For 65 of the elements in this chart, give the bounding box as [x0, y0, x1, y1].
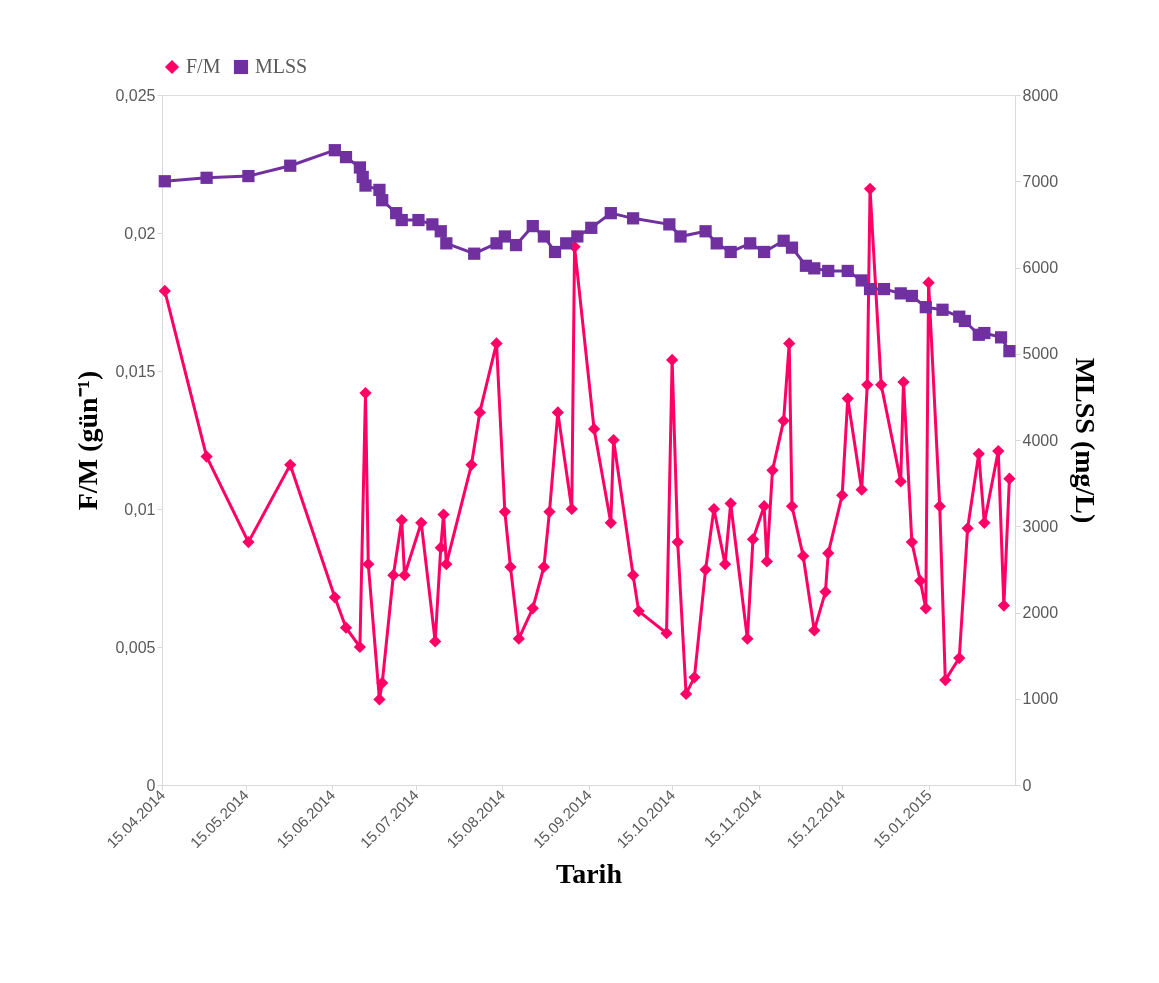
y2-tick-label: 5000 [1022, 345, 1059, 363]
point [434, 225, 447, 238]
y2-tick-label: 7000 [1022, 172, 1059, 190]
point [674, 230, 687, 243]
point [699, 225, 712, 238]
point [604, 207, 617, 220]
point [822, 264, 835, 278]
y-tick-label: 0,02 [124, 224, 156, 242]
point [560, 237, 573, 250]
point [328, 144, 341, 157]
point [537, 230, 551, 243]
y2-axis-title: MLSS (mg/L) [1070, 357, 1102, 524]
point [158, 175, 171, 188]
point [440, 237, 453, 250]
y-tick-label: 0,01 [124, 500, 156, 518]
point [724, 245, 737, 259]
point [1003, 345, 1016, 358]
point [509, 238, 523, 252]
y2-tick-label: 4000 [1022, 431, 1059, 449]
point [785, 241, 799, 254]
point [863, 282, 877, 296]
y2-tick-label: 1000 [1022, 690, 1059, 708]
point [395, 213, 408, 227]
point [376, 194, 389, 207]
y-tick-label: 0,025 [115, 86, 156, 104]
point [808, 262, 821, 275]
point [978, 326, 991, 340]
legend-label: MLSS [255, 55, 308, 77]
y2-tick-label: 0 [1022, 776, 1032, 794]
y2-tick-label: 8000 [1022, 86, 1059, 104]
y2-tick-label: 3000 [1022, 517, 1059, 535]
point [626, 212, 640, 225]
point [498, 230, 511, 243]
point [339, 150, 353, 164]
point [905, 289, 918, 303]
point [359, 179, 372, 192]
point [242, 169, 255, 183]
point [958, 314, 971, 328]
point [571, 230, 584, 243]
point [744, 237, 757, 250]
point [710, 237, 723, 250]
legend-label: F/M [186, 55, 221, 77]
point [936, 303, 949, 316]
point [757, 245, 771, 259]
point [200, 171, 213, 184]
point [877, 282, 891, 296]
x-axis-title: Tarih [556, 858, 623, 890]
point [663, 218, 676, 231]
point [841, 264, 854, 278]
y-axis-title: F/M (gün⁻¹) [72, 370, 104, 511]
y2-tick-label: 2000 [1022, 604, 1059, 621]
y-tick-label: 0 [146, 776, 156, 794]
point [548, 245, 562, 259]
point [585, 221, 598, 234]
y2-tick-label: 6000 [1022, 259, 1059, 276]
point [526, 219, 539, 233]
point [855, 274, 868, 287]
point [468, 247, 481, 260]
point [284, 159, 297, 172]
y-tick-label: 0,015 [115, 362, 156, 380]
point [919, 301, 932, 314]
point [894, 287, 907, 300]
point [412, 213, 425, 227]
point [994, 331, 1008, 344]
y-tick-label: 0,005 [115, 638, 156, 656]
